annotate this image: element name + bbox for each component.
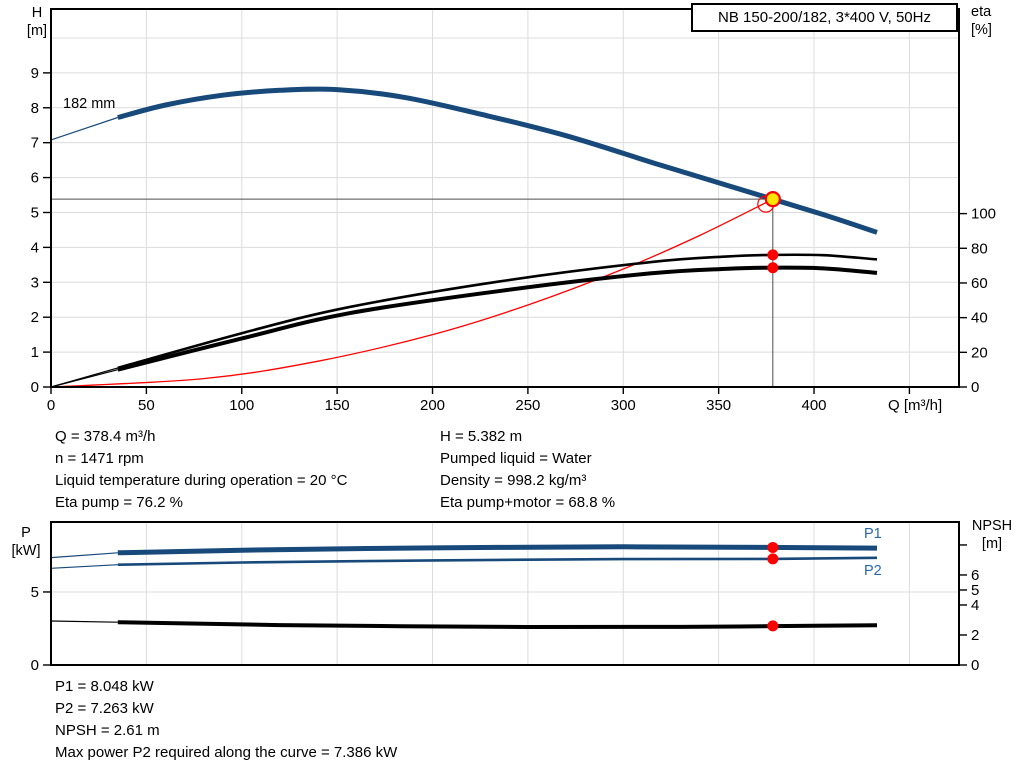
x-axis-tick-label: 200 [420,397,445,414]
h-axis-title: H [m] [22,4,52,40]
summary-line-eta-pump: Eta pump = 76.2 % [55,494,183,511]
right-axis-tick-label: 80 [971,240,988,257]
npsh-curve [117,620,878,630]
summary-line-p2: P2 = 7.263 kW [55,700,154,717]
x-axis-tick-label: 50 [138,397,155,414]
left-axis-tick-label: 0 [31,379,39,396]
plot-frame [50,8,960,388]
left-axis-tick-label: 2 [31,309,39,326]
eta-pump [117,253,878,370]
pump-title-box: NB 150-200/182, 3*400 V, 50Hz [691,3,958,32]
right-axis-tick-label: 20 [971,344,988,361]
operating-point-dot [767,262,779,274]
x-axis-tick-label: 0 [47,397,55,414]
duty-point [764,191,781,208]
left-axis-tick-label: 9 [31,65,39,82]
p1-curve-thin-segment [50,552,118,559]
summary-line-q: Q = 378.4 m³/h [55,428,156,445]
p1-curve [117,544,878,556]
right-axis-tick-label: 2 [971,627,979,644]
right-axis-tick-label: 60 [971,275,988,292]
x-axis-tick-label: 150 [325,397,350,414]
duty-summary-left: Q = 378.4 m³/h n = 1471 rpm Liquid tempe… [55,426,347,514]
head-curve-182mm [117,86,878,235]
left-axis-tick-label: 4 [31,239,39,256]
eta-axis-title: eta [%] [971,3,1015,39]
p2-curve [117,556,878,566]
summary-line-speed: n = 1471 rpm [55,450,144,467]
x-axis-tick-label: 100 [229,397,254,414]
x-axis-tick-label: 350 [706,397,731,414]
summary-line-temperature: Liquid temperature during operation = 20… [55,472,348,489]
operating-point-dot [767,541,779,553]
left-axis-tick-label: 3 [31,274,39,291]
left-axis-tick-label: 1 [31,344,39,361]
operating-point-dot [767,553,779,565]
p-axis-title-symbol: P [21,525,31,541]
x-axis-tick-label: 400 [802,397,827,414]
npsh-axis-title-unit: [m] [981,536,1003,552]
left-axis-tick-label: 5 [31,204,39,221]
left-axis-tick-label: 5 [31,584,39,601]
system-curve [50,198,774,388]
duty-summary-right: H = 5.382 m Pumped liquid = Water Densit… [440,426,615,514]
eta-axis-title-unit: [%] [971,22,992,38]
h-axis-title-unit: [m] [26,23,48,39]
summary-line-liquid: Pumped liquid = Water [440,450,592,467]
npsh-axis-title-symbol: NPSH [971,518,1013,534]
summary-line-npsh: NPSH = 2.61 m [55,722,160,739]
summary-line-eta-pump-motor: Eta pump+motor = 68.8 % [440,494,616,511]
summary-line-head: H = 5.382 m [440,428,523,445]
left-axis-tick-label: 7 [31,135,39,152]
p-axis-title: P [kW] [4,524,48,560]
p-axis-title-unit: [kW] [11,543,41,559]
right-axis-tick-label: 5 [971,582,979,599]
qh-chart: 0 50 100 150 200 250 300 350 400 0 1 2 3 4 5 6 7 8 9 0 20 40 6… [31,8,996,414]
h-axis-title-symbol: H [31,5,43,21]
right-axis-tick-label: 0 [971,379,979,396]
summary-line-p1: P1 = 8.048 kW [55,678,154,695]
head-curve-182mm-thin-segment [50,116,118,141]
x-axis-tick-label: 250 [515,397,540,414]
plot-frame [50,521,960,666]
left-axis-tick-label: 8 [31,100,39,117]
npsh-axis-title: NPSH [m] [962,517,1022,553]
impeller-diameter-label: 182 mm [63,96,116,112]
summary-line-max-power: Max power P2 required along the curve = … [55,744,398,761]
eta-pump-plus-motor [117,265,878,372]
right-axis-tick-label: 6 [971,567,979,584]
operating-point-dot [767,620,779,632]
p2-curve-label: P2 [864,563,882,579]
summary-line-density: Density = 998.2 kg/m³ [440,472,587,489]
operating-point-dot [767,249,779,261]
p2-curve-thin-segment [50,564,118,569]
left-axis-tick-label: 6 [31,170,39,187]
q-axis-title: Q [m³/h] [888,397,943,414]
npsh-curve-thin-segment [50,620,118,623]
p1-curve-label: P1 [864,526,882,542]
eta-axis-title-symbol: eta [971,4,992,20]
power-summary: P1 = 8.048 kW P2 = 7.263 kW NPSH = 2.61 … [55,676,397,764]
right-axis-tick-label: 0 [971,657,979,674]
x-axis-tick-label: 300 [611,397,636,414]
right-axis-tick-label: 100 [971,206,996,223]
left-axis-tick-label: 0 [31,657,39,674]
right-axis-tick-label: 4 [971,597,979,614]
right-axis-tick-label: 40 [971,310,988,327]
eta-pump-plus-motor-thin-segment [50,369,118,388]
